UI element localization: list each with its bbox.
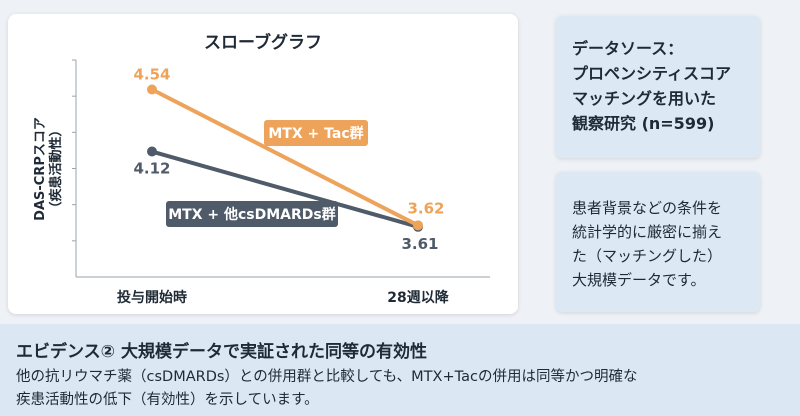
evidence-title: エビデンス② 大規模データで実証された同等の有効性 (16, 342, 427, 362)
data-label: 4.12 (133, 160, 170, 178)
note-line: 大規模データです。 (572, 271, 706, 289)
data-point (413, 220, 423, 231)
series-line (150, 87, 420, 228)
source-line: プロペンシティスコア (572, 64, 732, 83)
y-axis-label-line: （疾患活動性） (48, 123, 64, 214)
legend-label: MTX + 他csDMARDs群 (168, 206, 336, 223)
note-line: た（マッチングした） (572, 247, 723, 265)
chart-card: スローブグラフ DAS-CRPスコア（疾患活動性） 投与開始時 28週以降 4.54 3.… (8, 14, 518, 314)
y-axis-label-line: DAS-CRPスコア (33, 117, 48, 221)
slope-chart: スローブグラフ DAS-CRPスコア（疾患活動性） 投与開始時 28週以降 4.54 3.… (33, 32, 490, 306)
legend-tag-mtx-tac (264, 120, 368, 146)
evidence-text-line: 疾患活動性の低下（有効性）を示しています。 (16, 392, 319, 408)
legend-label: MTX + Tac群 (268, 125, 363, 142)
series-line (150, 149, 420, 229)
source-line: 観察研究 (n=599) (572, 114, 715, 133)
data-label: 3.61 (401, 235, 438, 253)
note-line: 統計学的に厳密に揃え (572, 223, 723, 241)
note-box: 患者背景などの条件を 統計学的に厳密に揃え た（マッチングした） 大規模データで… (556, 172, 760, 312)
y-axis-label: DAS-CRPスコア（疾患活動性） (33, 117, 64, 221)
x-tick-label: 28週以降 (387, 289, 449, 306)
source-line: マッチングを用いた (572, 89, 717, 108)
evidence-text-line: 他の抗リウマチ薬（csDMARDs）との併用群と比較しても、MTX+Tacの併用… (16, 369, 638, 385)
data-label: 4.54 (133, 66, 170, 84)
data-point (147, 84, 157, 95)
chart-title: スローブグラフ (204, 32, 322, 53)
data-source-box: データソース： プロペンシティスコア マッチングを用いた 観察研究 (n=599… (556, 16, 760, 158)
note-line: 患者背景などの条件を (572, 199, 723, 217)
data-label: 3.62 (407, 199, 444, 217)
evidence-panel: エビデンス② 大規模データで実証された同等の有効性 他の抗リウマチ薬（csDMA… (0, 324, 800, 416)
x-tick-label: 投与開始時 (117, 289, 187, 306)
source-line: データソース： (572, 39, 684, 58)
data-point (147, 146, 157, 157)
legend-tag-mtx-csdmards (166, 201, 338, 227)
